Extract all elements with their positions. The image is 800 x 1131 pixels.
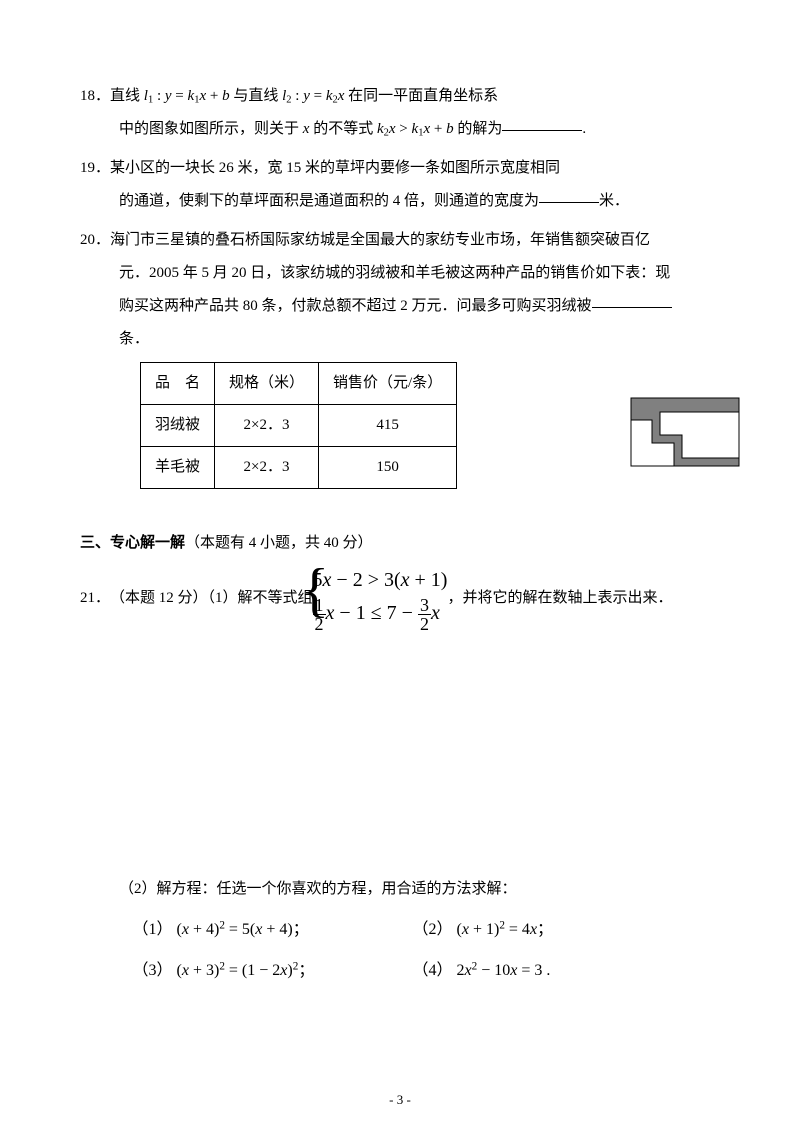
eq-1: （1） (x + 4)2 = 5(x + 4)； — [133, 912, 413, 947]
q18-text-f: 的解为 — [454, 121, 503, 137]
q20-td: 羽绒被 — [141, 405, 215, 447]
eq-math: 2x2 − 10x = 3 . — [457, 962, 551, 979]
table-row: 羊毛被 2×2．3 150 — [141, 447, 457, 489]
work-space — [80, 633, 720, 873]
q20-td: 2×2．3 — [215, 405, 319, 447]
eq-math: (x + 1)2 = 4x； — [457, 921, 554, 938]
q18-line1: 18．直线 l1 : y = k1x + b 与直线 l2 : y = k2x … — [80, 80, 720, 113]
q21-line1: 21．（本题 12 分）（1）解不等式组 { 5x − 2 > 3(x + 1)… — [80, 564, 720, 633]
q18-period: . — [582, 121, 586, 137]
q20-td: 415 — [319, 405, 457, 447]
q18-math1: l1 : y = k1x + b — [144, 88, 230, 104]
q19-blank — [539, 187, 599, 203]
q20-td: 羊毛被 — [141, 447, 215, 489]
q20-blank — [592, 292, 672, 308]
eq-row-2: （3） (x + 3)2 = (1 − 2x)2； （4） 2x2 − 10x … — [133, 953, 721, 988]
eq-4: （4） 2x2 − 10x = 3 . — [413, 953, 693, 988]
eq-label: （4） — [413, 962, 453, 979]
q20-th-1: 规格（米） — [215, 363, 319, 405]
q21-sys-end: x — [431, 602, 440, 624]
q18-text-e: 的不等式 — [309, 121, 377, 137]
q19-text-c: 米． — [599, 193, 629, 209]
q20-td: 150 — [319, 447, 457, 489]
q18-math4: k2x > k1x + b — [377, 121, 454, 137]
eq-label: （1） — [133, 921, 173, 938]
section-3-bold: 三、专心解一解 — [80, 535, 185, 551]
q20-table-row: 品 名 规格（米） 销售价（元/条） 羽绒被 2×2．3 415 羊毛被 2×2… — [80, 356, 720, 507]
q20-line4: 条． — [80, 323, 720, 356]
q18-number: 18． — [80, 88, 110, 104]
q20-text-b: 购买这两种产品共 80 条，付款总额不超过 2 万元．问最多可购买羽绒被 — [119, 298, 592, 314]
table-row: 羽绒被 2×2．3 415 — [141, 405, 457, 447]
eq-2: （2） (x + 1)2 = 4x； — [413, 912, 693, 947]
q20-line1: 20．海门市三星镇的叠石桥国际家纺城是全国最大的家纺专业市场，年销售额突破百亿 — [80, 224, 720, 257]
q19-line1: 19．某小区的一块长 26 米，宽 15 米的草坪内要修一条如图所示宽度相同 — [80, 152, 720, 185]
eq-label: （3） — [133, 962, 173, 979]
table-row: 品 名 规格（米） 销售价（元/条） — [141, 363, 457, 405]
q18-blank — [502, 115, 582, 131]
q21-sys-row1: 5x − 2 > 3(x + 1) — [313, 564, 448, 596]
section-3-title: 三、专心解一解（本题有 4 小题，共 40 分） — [80, 527, 720, 560]
q21-sys-mid: x − 1 ≤ 7 − — [326, 602, 418, 624]
q20-th-0: 品 名 — [141, 363, 215, 405]
q20-table: 品 名 规格（米） 销售价（元/条） 羽绒被 2×2．3 415 羊毛被 2×2… — [140, 362, 457, 489]
question-20: 20．海门市三星镇的叠石桥国际家纺城是全国最大的家纺专业市场，年销售额突破百亿 … — [80, 224, 720, 507]
q20-line2: 元．2005 年 5 月 20 日，该家纺城的羽绒被和羊毛被这两种产品的销售价如… — [80, 257, 720, 290]
q19-number: 19． — [80, 160, 110, 176]
q20-number: 20． — [80, 232, 110, 248]
q18-text-d: 中的图象如图所示，则关于 — [119, 121, 303, 137]
q19-text-a: 某小区的一块长 26 米，宽 15 米的草坪内要修一条如图所示宽度相同 — [110, 160, 560, 176]
q21-system: { 5x − 2 > 3(x + 1) 12x − 1 ≤ 7 − 32x — [313, 564, 448, 633]
q18-math2: l2 : y = k2x — [282, 88, 344, 104]
q20-text-a: 海门市三星镇的叠石桥国际家纺城是全国最大的家纺专业市场，年销售额突破百亿 — [110, 232, 650, 248]
question-19: 19．某小区的一块长 26 米，宽 15 米的草坪内要修一条如图所示宽度相同 的… — [80, 152, 720, 218]
q18-text-c: 在同一平面直角坐标系 — [344, 88, 498, 104]
q21-part2-intro: （2）解方程：任选一个你喜欢的方程，用合适的方法求解： — [80, 873, 720, 906]
eq-math: (x + 4)2 = 5(x + 4)； — [177, 921, 309, 938]
eq-math: (x + 3)2 = (1 − 2x)2； — [177, 962, 315, 979]
q20-th-2: 销售价（元/条） — [319, 363, 457, 405]
q21-post: ，并将它的解在数轴上表示出来． — [447, 582, 672, 615]
q18-line2: 中的图象如图所示，则关于 x 的不等式 k2x > k1x + b 的解为. — [80, 113, 720, 146]
question-18: 18．直线 l1 : y = k1x + b 与直线 l2 : y = k2x … — [80, 80, 720, 146]
brace-icon: { — [301, 560, 330, 620]
eq-3: （3） (x + 3)2 = (1 − 2x)2； — [133, 953, 413, 988]
q19-line2: 的通道，使剩下的草坪面积是通道面积的 4 倍，则通道的宽度为 米． — [80, 185, 720, 218]
eq-row-1: （1） (x + 4)2 = 5(x + 4)； （2） (x + 1)2 = … — [133, 912, 721, 947]
q19-text-b: 的通道，使剩下的草坪面积是通道面积的 4 倍，则通道的宽度为 — [119, 193, 539, 209]
stair-figure-icon — [630, 397, 740, 467]
page-number: - 3 - — [0, 1086, 800, 1115]
eq-label: （2） — [413, 921, 453, 938]
q20-line3: 购买这两种产品共 80 条，付款总额不超过 2 万元．问最多可购买羽绒被 — [80, 290, 720, 323]
q21-pre: （本题 12 分）（1）解不等式组 — [110, 582, 313, 615]
q18-text-a: 直线 — [110, 88, 144, 104]
frac-3-2: 32 — [418, 596, 431, 633]
q21-number: 21． — [80, 582, 110, 615]
q18-text-b: 与直线 — [230, 88, 283, 104]
q20-td: 2×2．3 — [215, 447, 319, 489]
section-3-rest: （本题有 4 小题，共 40 分） — [185, 535, 373, 551]
q21-sys-row2: 12x − 1 ≤ 7 − 32x — [313, 596, 448, 633]
question-21: 21．（本题 12 分）（1）解不等式组 { 5x − 2 > 3(x + 1)… — [80, 564, 720, 988]
